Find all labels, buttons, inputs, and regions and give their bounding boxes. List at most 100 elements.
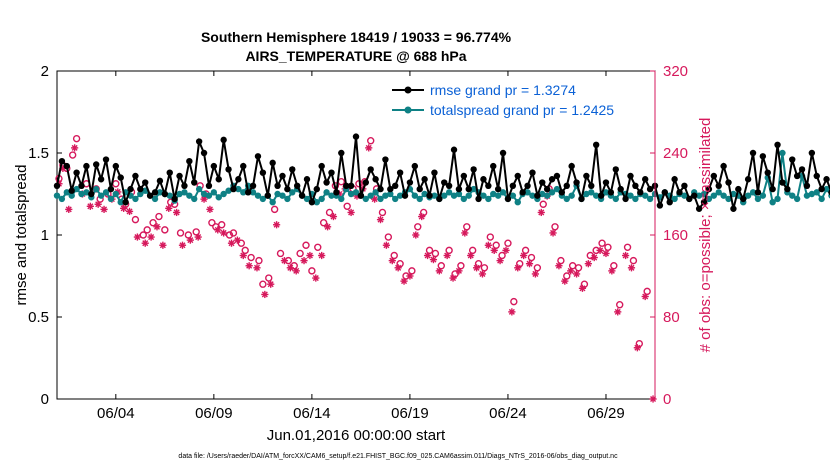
series-point-rmse [107, 185, 115, 193]
legend-box [390, 80, 650, 122]
series-point-rmse [73, 169, 80, 176]
series-point-rmse [769, 185, 776, 193]
series-point-rmse [740, 195, 747, 203]
obs-assimilated-marker [206, 205, 214, 213]
y-axis-left-label: rmse and totalspread [13, 165, 30, 306]
series-point-rmse [166, 169, 173, 176]
series-point-totalspread [83, 189, 90, 196]
obs-possible-marker [616, 301, 624, 309]
y-left-tick-label: 1 [41, 227, 49, 244]
obs-assimilated-marker [496, 257, 504, 265]
series-point-totalspread [362, 195, 370, 203]
obs-possible-marker [270, 205, 279, 214]
obs-assimilated-marker [286, 264, 294, 272]
obs-assimilated-marker [306, 251, 314, 260]
series-point-rmse [284, 185, 291, 193]
series-point-rmse [362, 179, 370, 186]
series-point-rmse [357, 192, 365, 199]
series-point-totalspread [490, 190, 497, 198]
series-point-rmse [612, 166, 619, 173]
series-point-totalspread [725, 195, 732, 203]
series-point-rmse [465, 185, 472, 193]
obs-possible-marker [314, 243, 322, 252]
series-point-totalspread [235, 185, 242, 193]
series-point-rmse [63, 162, 71, 170]
obs-assimilated-marker [194, 233, 202, 241]
y-right-tick-label: 80 [663, 309, 680, 326]
obs-assimilated-marker [641, 292, 649, 301]
obs-possible-marker [378, 208, 387, 217]
obs-possible-marker [217, 221, 226, 229]
series-point-rmse [78, 182, 85, 189]
obs-possible-marker [384, 233, 393, 241]
y-left-tick-label: 0.5 [28, 309, 49, 326]
series-point-totalspread [58, 195, 66, 203]
series-point-totalspread [73, 185, 80, 193]
series-point-totalspread [225, 187, 232, 194]
series-point-totalspread [191, 195, 198, 203]
series-point-totalspread [303, 195, 311, 203]
obs-assimilated-marker [596, 246, 604, 254]
obs-possible-marker [72, 134, 81, 143]
series-point-totalspread [563, 195, 570, 203]
series-point-rmse [793, 172, 801, 180]
series-point-totalspread [671, 195, 678, 203]
series-point-rmse [509, 182, 517, 189]
series-point-totalspread [117, 199, 124, 206]
series-point-rmse [499, 149, 507, 157]
series-point-rmse [504, 195, 512, 203]
y-axis-right-label: # of obs: o=possible; ×=assimilated [697, 118, 714, 353]
series-point-totalspread [97, 192, 105, 199]
series-point-totalspread [803, 192, 811, 199]
series-point-totalspread [543, 192, 551, 199]
series-point-rmse [744, 176, 752, 183]
obs-assimilated-marker [621, 251, 630, 260]
y-right-tick-label: 320 [663, 63, 688, 80]
series-point-rmse [97, 176, 105, 183]
series-point-totalspread [779, 149, 786, 157]
y-right-tick-label: 0 [663, 391, 671, 408]
obs-assimilated-marker [461, 229, 469, 237]
series-point-rmse [558, 189, 566, 196]
series-point-totalspread [450, 192, 458, 199]
obs-assimilated-marker [429, 256, 438, 264]
obs-assimilated-marker [455, 267, 463, 275]
series-point-totalspread [372, 189, 379, 196]
series-point-rmse [308, 199, 316, 206]
series-point-rmse [470, 166, 477, 173]
series-point-rmse [186, 158, 193, 165]
series-point-totalspread [744, 192, 752, 199]
series-point-rmse [392, 182, 399, 189]
obs-assimilated-marker [147, 233, 155, 241]
series-point-rmse [691, 192, 698, 199]
series-point-rmse [784, 185, 791, 193]
obs-assimilated-marker [549, 229, 557, 237]
series-point-rmse [480, 176, 487, 183]
series-lines [53, 133, 830, 212]
series-point-totalspread [470, 185, 477, 193]
obs-assimilated-marker [484, 241, 492, 249]
series-point-totalspread [715, 189, 722, 196]
series-point-totalspread [553, 185, 561, 193]
obs-possible-marker [574, 264, 583, 272]
obs-assimilated-marker [633, 344, 641, 352]
series-point-totalspread [818, 195, 825, 203]
obs-assimilated-marker [100, 205, 108, 213]
series-point-totalspread [588, 189, 595, 196]
series-point-rmse [539, 179, 546, 186]
series-point-rmse [445, 182, 453, 189]
obs-assimilated-marker [233, 236, 241, 244]
series-point-rmse [279, 172, 286, 180]
series-point-rmse [720, 162, 727, 170]
series-point-rmse [58, 158, 66, 165]
series-point-totalspread [499, 189, 507, 196]
x-tick-label: 06/19 [391, 405, 429, 422]
obs-assimilated-marker [272, 221, 281, 229]
series-point-totalspread [240, 189, 247, 196]
series-point-totalspread [382, 192, 389, 199]
series-point-rmse [779, 179, 786, 186]
obs-assimilated-marker [467, 251, 475, 260]
series-point-rmse [240, 162, 247, 170]
series-point-rmse [382, 156, 389, 163]
obs-assimilated-marker [555, 262, 563, 270]
